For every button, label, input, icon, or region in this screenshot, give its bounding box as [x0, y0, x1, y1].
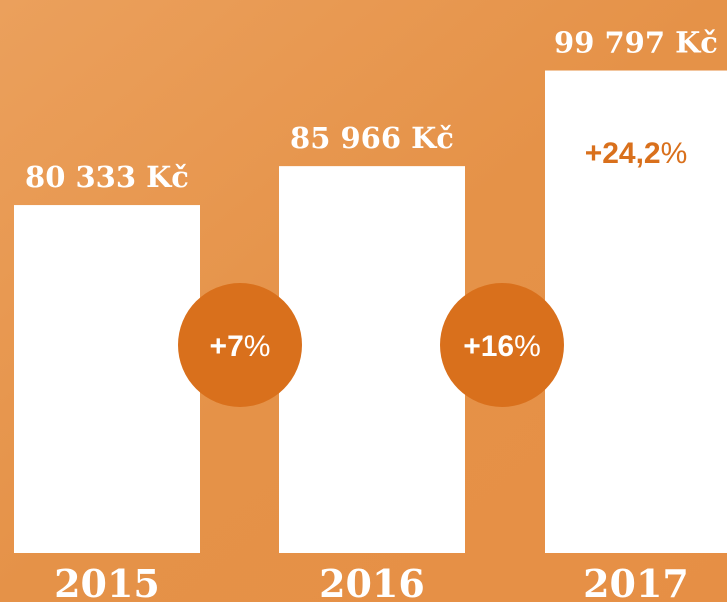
change-label: +24,2% — [585, 137, 688, 170]
bar — [14, 205, 200, 554]
value-label: 80 333 Kč — [25, 160, 189, 194]
change-unit: % — [514, 330, 541, 363]
change-badge — [440, 283, 564, 407]
x-tick-label: 2016 — [319, 561, 425, 602]
change-label: +16% — [463, 330, 541, 363]
x-tick-label: 2015 — [54, 561, 160, 602]
x-tick-label: 2017 — [583, 561, 689, 602]
change-value: +7 — [210, 330, 244, 363]
value-label: 99 797 Kč — [554, 26, 718, 60]
change-badge — [178, 283, 302, 407]
change-label: +7% — [210, 330, 271, 363]
change-unit: % — [244, 330, 271, 363]
change-value: +24,2 — [585, 137, 661, 170]
bar — [279, 166, 465, 554]
bar — [545, 70, 727, 554]
change-unit: % — [661, 137, 688, 170]
value-label: 85 966 Kč — [290, 121, 454, 155]
change-value: +16 — [463, 330, 514, 363]
